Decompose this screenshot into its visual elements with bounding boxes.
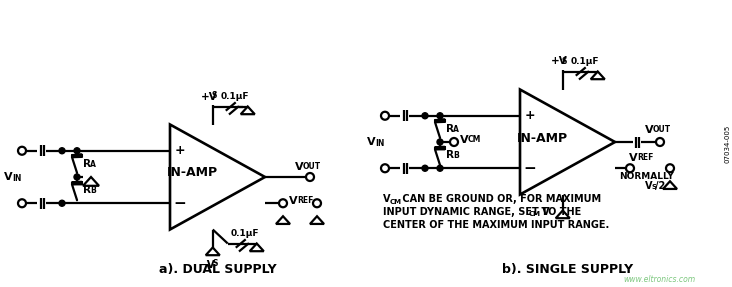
Text: −: − xyxy=(173,196,187,211)
Text: −V: −V xyxy=(199,259,215,269)
Circle shape xyxy=(666,164,674,172)
Text: OUT: OUT xyxy=(653,125,671,134)
Text: +V: +V xyxy=(201,92,217,102)
Text: A: A xyxy=(453,125,459,134)
Text: INPUT DYNAMIC RANGE, SET V: INPUT DYNAMIC RANGE, SET V xyxy=(383,207,550,217)
Circle shape xyxy=(59,148,65,154)
Text: V: V xyxy=(289,196,298,206)
Text: V: V xyxy=(367,137,376,147)
Text: S: S xyxy=(212,92,217,100)
Text: R: R xyxy=(446,150,454,160)
Circle shape xyxy=(437,139,443,145)
Text: V: V xyxy=(460,135,468,145)
Text: R: R xyxy=(83,159,91,169)
Text: S: S xyxy=(213,259,218,269)
Text: CM: CM xyxy=(390,199,402,205)
Text: V: V xyxy=(295,162,304,172)
Circle shape xyxy=(59,200,65,206)
Circle shape xyxy=(450,138,458,146)
Text: IN: IN xyxy=(12,174,21,183)
Text: R: R xyxy=(83,185,91,195)
Text: 0.1μF: 0.1μF xyxy=(220,92,249,101)
Text: 0.1μF: 0.1μF xyxy=(570,57,599,66)
Text: 07034-005: 07034-005 xyxy=(724,125,730,163)
Circle shape xyxy=(626,164,634,172)
Text: b). SINGLE SUPPLY: b). SINGLE SUPPLY xyxy=(502,263,633,276)
Text: OUT: OUT xyxy=(303,162,321,171)
Text: +: + xyxy=(175,144,185,157)
Circle shape xyxy=(437,165,443,171)
Text: CAN BE GROUND OR, FOR MAXIMUM: CAN BE GROUND OR, FOR MAXIMUM xyxy=(399,194,601,204)
Circle shape xyxy=(18,147,26,155)
Text: V: V xyxy=(629,153,638,163)
Text: S: S xyxy=(561,57,567,65)
Text: R: R xyxy=(446,124,454,134)
Text: www.eltronics.com: www.eltronics.com xyxy=(623,276,695,284)
Text: −: − xyxy=(523,161,537,176)
Text: S: S xyxy=(652,184,657,190)
Circle shape xyxy=(279,199,287,207)
Text: a). DUAL SUPPLY: a). DUAL SUPPLY xyxy=(159,263,276,276)
Text: REF: REF xyxy=(297,196,313,205)
Text: CENTER OF THE MAXIMUM INPUT RANGE.: CENTER OF THE MAXIMUM INPUT RANGE. xyxy=(383,220,609,230)
Text: +: + xyxy=(525,109,535,122)
Circle shape xyxy=(306,173,314,181)
Text: CM: CM xyxy=(529,212,541,218)
Circle shape xyxy=(18,199,26,207)
Text: V: V xyxy=(645,181,652,191)
Text: +V: +V xyxy=(550,57,567,67)
Text: V: V xyxy=(645,125,654,135)
Text: IN-AMP: IN-AMP xyxy=(166,166,217,179)
Text: B: B xyxy=(453,151,459,160)
Circle shape xyxy=(422,165,428,171)
Circle shape xyxy=(422,113,428,119)
Text: TO THE: TO THE xyxy=(538,207,581,217)
Text: REF: REF xyxy=(637,153,654,162)
Circle shape xyxy=(381,164,389,172)
Circle shape xyxy=(656,138,664,146)
Text: B: B xyxy=(90,186,96,195)
Text: NORMALLY: NORMALLY xyxy=(619,172,674,181)
Text: A: A xyxy=(90,160,96,169)
Text: CM: CM xyxy=(468,135,482,144)
Text: V: V xyxy=(383,194,390,204)
Text: IN: IN xyxy=(375,139,384,148)
Circle shape xyxy=(437,113,443,119)
Circle shape xyxy=(381,112,389,120)
Circle shape xyxy=(74,148,80,154)
Text: 0.1μF: 0.1μF xyxy=(231,229,259,238)
Circle shape xyxy=(74,174,80,180)
Circle shape xyxy=(313,199,321,207)
Text: IN-AMP: IN-AMP xyxy=(517,131,567,144)
Text: /2: /2 xyxy=(655,181,665,191)
Text: V: V xyxy=(4,172,12,182)
